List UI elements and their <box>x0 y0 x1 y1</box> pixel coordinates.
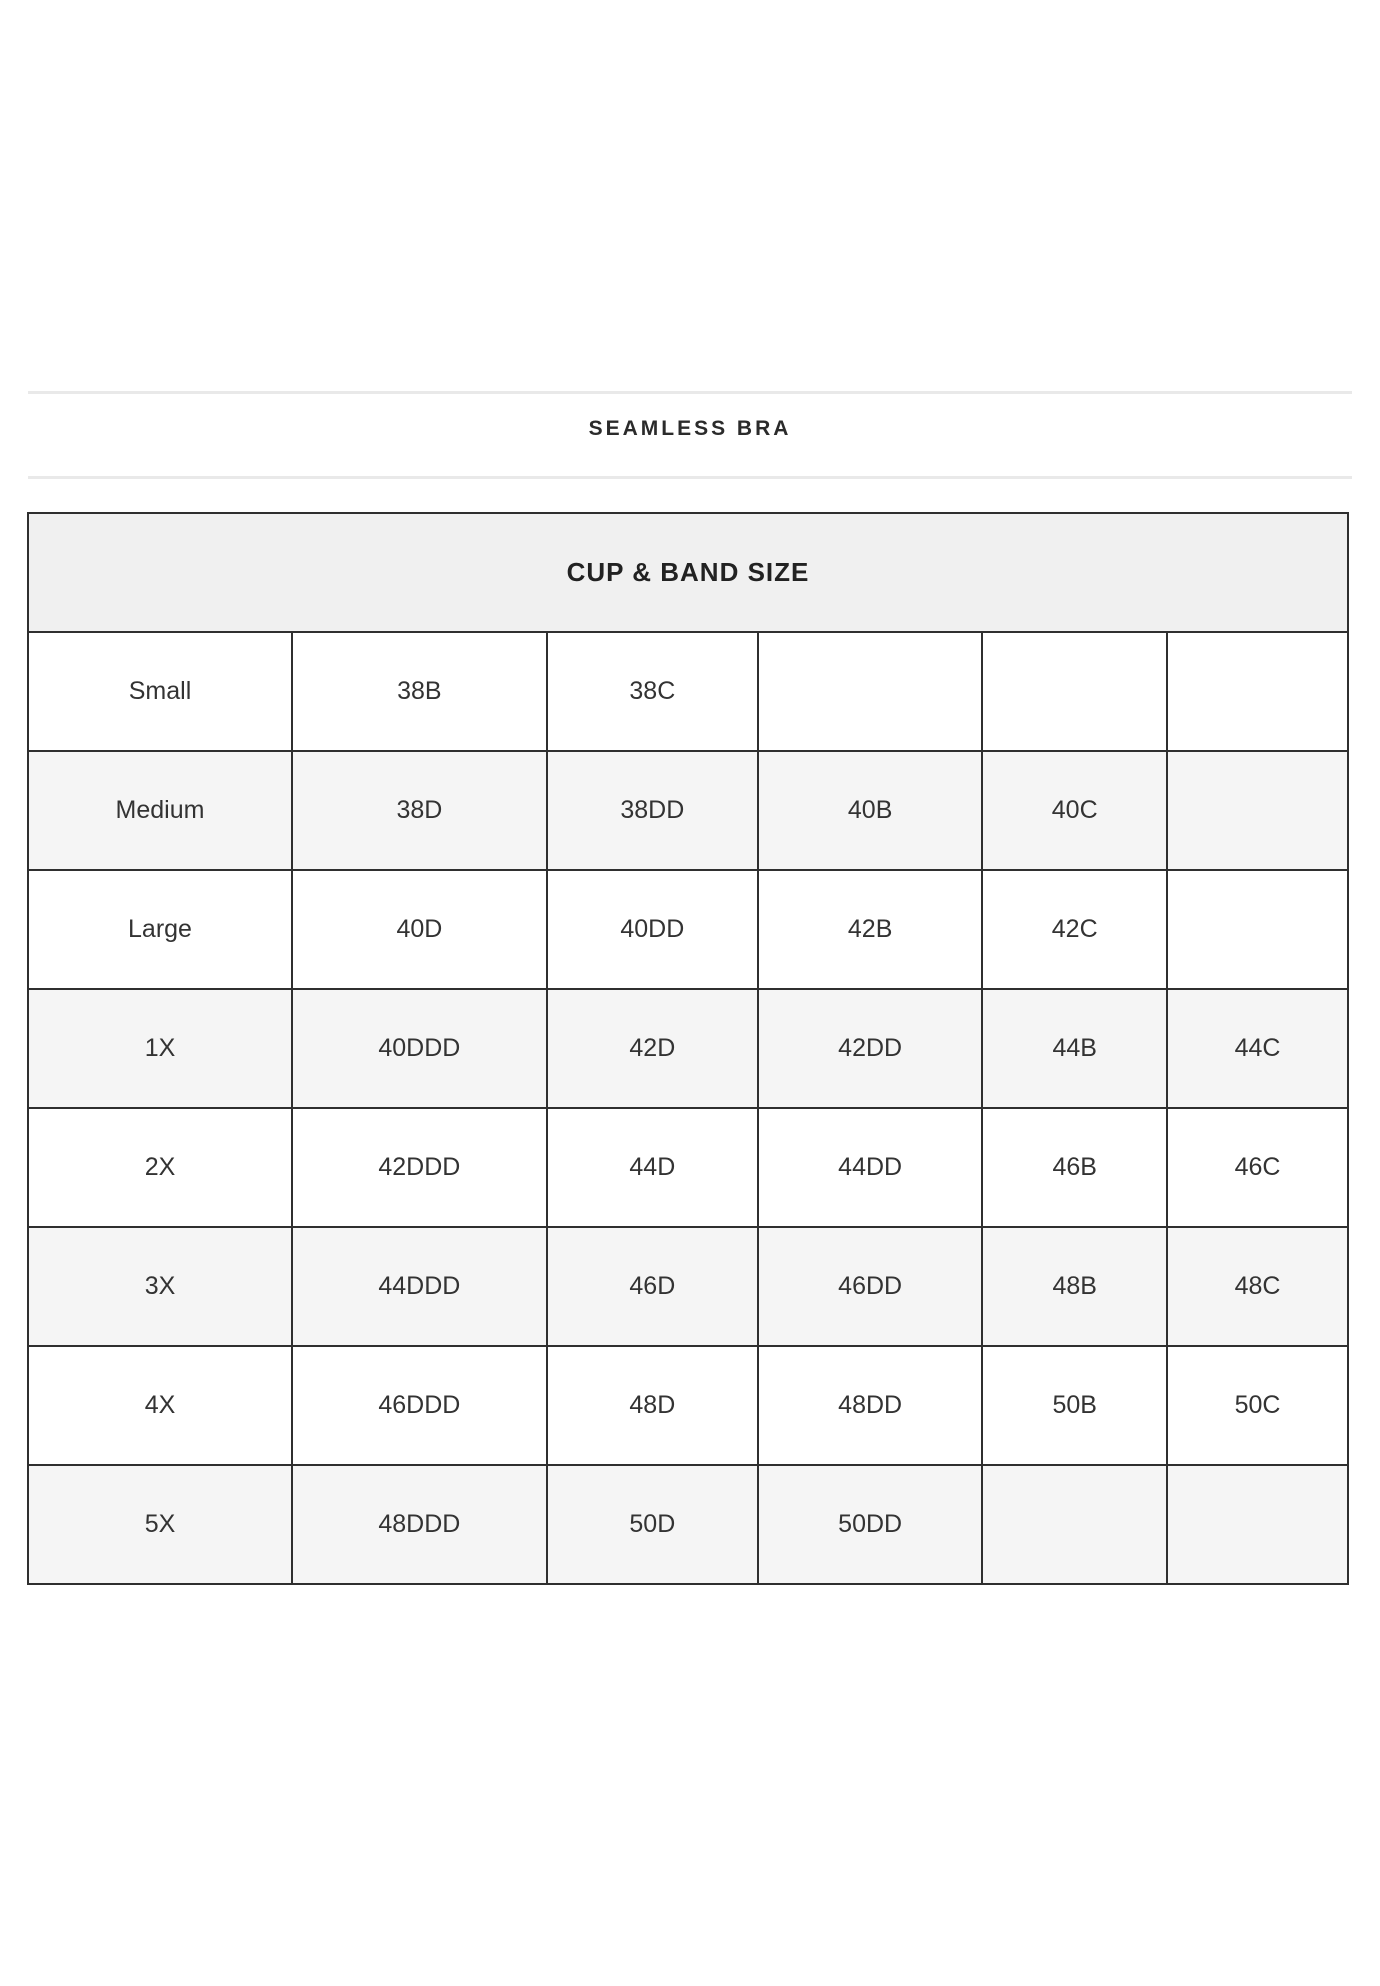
table-row-small: Small 38B 38C <box>27 631 1349 752</box>
bottom-divider <box>28 476 1352 479</box>
size-cell: 40DDD <box>291 988 548 1109</box>
size-cell: 48DDD <box>291 1464 548 1585</box>
size-cell: 42DD <box>756 988 984 1109</box>
size-cell: 46DD <box>756 1226 984 1347</box>
size-cell: 40DD <box>545 869 759 990</box>
table-header-row: CUP & BAND SIZE <box>27 512 1349 633</box>
size-cell: 46B <box>981 1107 1169 1228</box>
size-cell <box>1166 631 1349 752</box>
size-cell <box>1166 1464 1349 1585</box>
size-cell: 48B <box>981 1226 1169 1347</box>
row-label-cell: 2X <box>27 1107 293 1228</box>
size-cell: 40B <box>756 750 984 871</box>
table-row-3x: 3X 44DDD 46D 46DD 48B 48C <box>27 1226 1349 1347</box>
table-row-5x: 5X 48DDD 50D 50DD <box>27 1464 1349 1585</box>
size-cell: 42D <box>545 988 759 1109</box>
size-cell: 48D <box>545 1345 759 1466</box>
row-label-cell: 1X <box>27 988 293 1109</box>
size-cell <box>981 631 1169 752</box>
size-cell <box>981 1464 1169 1585</box>
size-cell: 46C <box>1166 1107 1349 1228</box>
size-cell: 44DD <box>756 1107 984 1228</box>
size-cell <box>756 631 984 752</box>
top-divider <box>28 391 1352 394</box>
size-cell: 40C <box>981 750 1169 871</box>
table-row-medium: Medium 38D 38DD 40B 40C <box>27 750 1349 871</box>
row-label-cell: 5X <box>27 1464 293 1585</box>
table-row-2x: 2X 42DDD 44D 44DD 46B 46C <box>27 1107 1349 1228</box>
table-row-1x: 1X 40DDD 42D 42DD 44B 44C <box>27 988 1349 1109</box>
row-label-cell: Medium <box>27 750 293 871</box>
size-cell: 44B <box>981 988 1169 1109</box>
size-cell: 48DD <box>756 1345 984 1466</box>
size-cell: 44C <box>1166 988 1349 1109</box>
section-title: SEAMLESS BRA <box>588 417 792 440</box>
row-label-cell: Small <box>27 631 293 752</box>
size-cell: 44D <box>545 1107 759 1228</box>
table-row-large: Large 40D 40DD 42B 42C <box>27 869 1349 990</box>
row-label-cell: 3X <box>27 1226 293 1347</box>
row-label-cell: Large <box>27 869 293 990</box>
size-cell <box>1166 750 1349 871</box>
table-row-4x: 4X 46DDD 48D 48DD 50B 50C <box>27 1345 1349 1466</box>
size-cell: 38D <box>291 750 548 871</box>
size-cell: 44DDD <box>291 1226 548 1347</box>
size-cell: 42C <box>981 869 1169 990</box>
size-cell: 38B <box>291 631 548 752</box>
size-cell: 50B <box>981 1345 1169 1466</box>
size-cell: 42B <box>756 869 984 990</box>
size-cell: 40D <box>291 869 548 990</box>
table-header-cell: CUP & BAND SIZE <box>27 512 1349 633</box>
size-chart-table: CUP & BAND SIZE Small 38B 38C Medium 38D… <box>27 512 1349 1585</box>
size-cell: 38DD <box>545 750 759 871</box>
size-cell: 50DD <box>756 1464 984 1585</box>
size-cell: 50C <box>1166 1345 1349 1466</box>
size-cell <box>1166 869 1349 990</box>
size-cell: 48C <box>1166 1226 1349 1347</box>
size-cell: 38C <box>545 631 759 752</box>
size-cell: 46D <box>545 1226 759 1347</box>
size-cell: 46DDD <box>291 1345 548 1466</box>
size-cell: 50D <box>545 1464 759 1585</box>
row-label-cell: 4X <box>27 1345 293 1466</box>
size-cell: 42DDD <box>291 1107 548 1228</box>
